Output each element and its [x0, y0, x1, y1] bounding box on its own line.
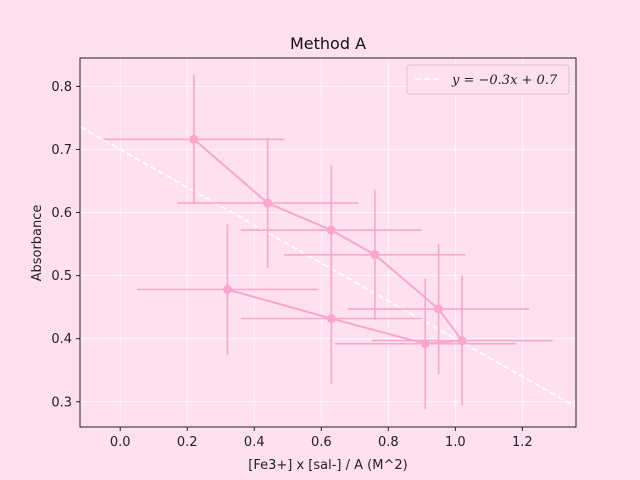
data-point-5	[370, 250, 380, 260]
y-axis-ticks: 0.3 0.4 0.5 0.6 0.7 0.8	[51, 80, 80, 410]
x-axis-ticks: 0.0 0.2 0.4 0.6 0.8 1.0 1.2	[110, 427, 533, 450]
x-tick-label: 0.6	[311, 435, 332, 450]
x-tick-label: 0.8	[378, 435, 399, 450]
chart-title: Method A	[290, 34, 366, 53]
y-tick-label: 0.8	[51, 80, 72, 95]
data-series	[189, 134, 467, 349]
fit-line	[79, 126, 577, 408]
y-tick-label: 0.5	[51, 269, 72, 284]
data-point-4	[434, 304, 444, 314]
x-tick-label: 0.2	[177, 435, 198, 450]
y-tick-label: 0.3	[51, 395, 72, 410]
x-tick-label: 0.0	[110, 435, 131, 450]
data-point-2	[420, 339, 430, 349]
x-tick-label: 1.2	[512, 435, 533, 450]
x-tick-label: 0.4	[244, 435, 265, 450]
y-tick-label: 0.7	[51, 143, 72, 158]
legend: y = −0.3x + 0.7	[406, 64, 570, 95]
data-point-7	[263, 198, 273, 208]
x-axis-label: [Fe3+] x [sal-] / A (M^2)	[248, 458, 407, 473]
data-point-0	[222, 284, 232, 294]
y-tick-label: 0.4	[51, 332, 72, 347]
y-tick-label: 0.6	[51, 206, 72, 221]
y-axis-label: Absorbance	[30, 205, 45, 282]
data-point-3	[457, 336, 467, 346]
legend-box	[406, 64, 570, 95]
data-point-6	[326, 225, 336, 235]
x-tick-label: 1.0	[445, 435, 466, 450]
legend-fit-label: y = −0.3x + 0.7	[451, 73, 558, 88]
plot-area-frame	[79, 57, 577, 428]
data-point-1	[326, 314, 336, 324]
fit-line-group	[79, 126, 577, 408]
grid	[80, 58, 576, 427]
data-point-8	[189, 134, 199, 144]
